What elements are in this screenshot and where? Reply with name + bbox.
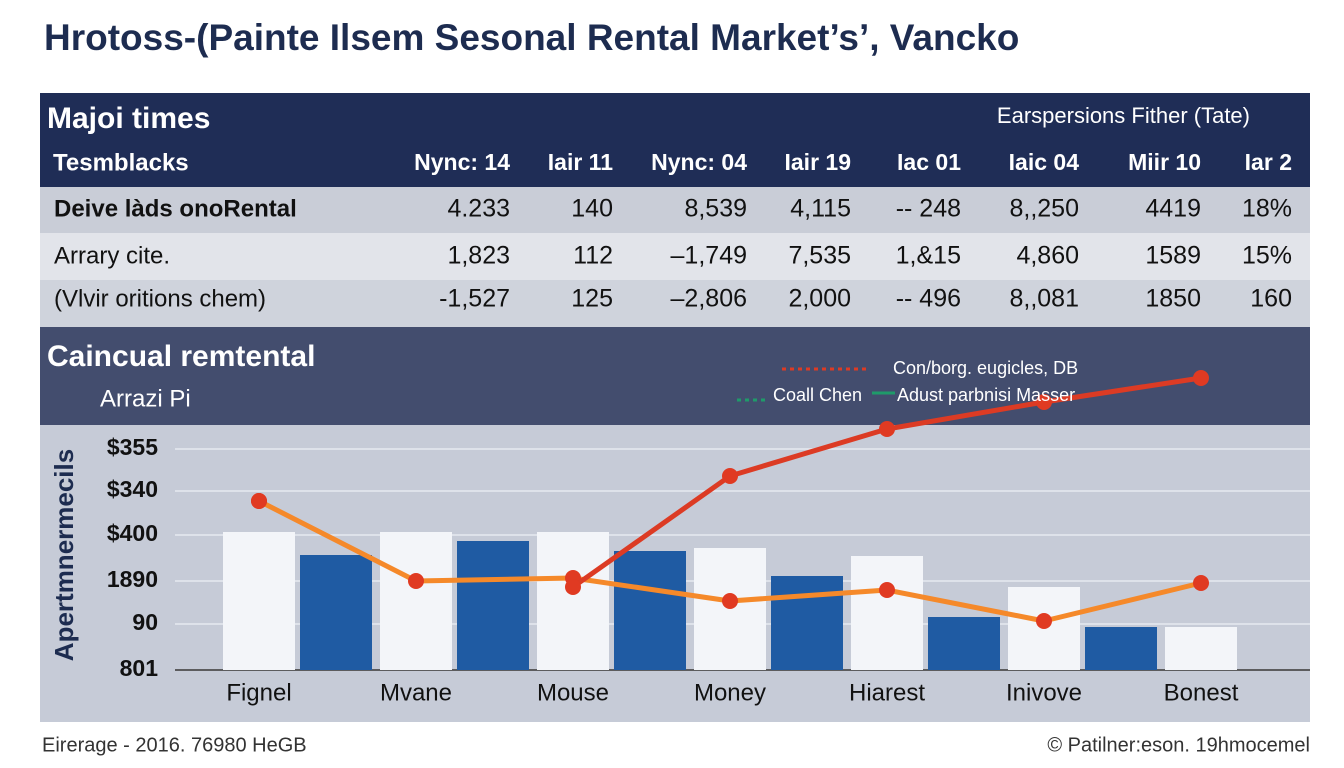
- cell: 8,,250: [1009, 195, 1079, 223]
- x-tick-label: Fignel: [226, 679, 291, 706]
- chart-title: Caincual remtental: [47, 340, 315, 373]
- cell: 4,860: [1016, 242, 1079, 270]
- chart-subtitle: Arrazi Pi: [100, 385, 191, 412]
- cell: -1,527: [439, 285, 510, 313]
- row-label: Deive làds onoRental: [54, 195, 297, 222]
- cell: 8,,081: [1009, 285, 1079, 313]
- table-title: Majoi times: [47, 102, 210, 135]
- column-header: Nync: 14: [414, 149, 510, 175]
- x-tick-label: Money: [694, 679, 766, 706]
- column-header: Miir 10: [1128, 149, 1201, 175]
- row-bg: [40, 280, 1310, 327]
- column-header: Nync: 04: [651, 149, 747, 175]
- legend-label: Con/borg. eugicles, DB: [893, 358, 1078, 378]
- bar: [928, 617, 1000, 670]
- cell: 1,823: [447, 242, 510, 270]
- bar: [537, 532, 609, 670]
- y-tick-label: $340: [107, 476, 158, 502]
- cell: 1589: [1145, 242, 1201, 270]
- bar: [614, 551, 686, 670]
- legend-label: Adust parbnisi Masser: [897, 385, 1075, 405]
- y-tick-label: 1890: [107, 566, 158, 592]
- column-header: Iar 2: [1245, 149, 1292, 175]
- page-title: Hrotoss-(Painte Ilsem Sesonal Rental Mar…: [44, 17, 1019, 58]
- cell: 125: [571, 285, 613, 313]
- line-marker: [251, 493, 267, 509]
- bar: [380, 532, 452, 670]
- cell: 4.233: [447, 195, 510, 223]
- column-header: Iair 19: [785, 149, 852, 175]
- y-axis-title: Apertmnermecils: [49, 449, 79, 661]
- x-tick-label: Mvane: [380, 679, 452, 706]
- line-marker: [879, 582, 895, 598]
- cell: 160: [1250, 285, 1292, 313]
- x-tick-label: Hiarest: [849, 679, 925, 706]
- footer-left: Eirerage ‑ 2016. 76980 HeGB: [42, 734, 307, 756]
- line-marker: [565, 579, 581, 595]
- chart-band: [40, 327, 1310, 425]
- cell: 112: [573, 242, 613, 270]
- line-marker: [722, 468, 738, 484]
- x-tick-label: Bonest: [1164, 679, 1239, 706]
- y-tick-label: 801: [120, 655, 159, 681]
- cell: 8,539: [684, 195, 747, 223]
- column-header: Iac 01: [897, 149, 961, 175]
- cell: 1850: [1145, 285, 1201, 313]
- bar: [457, 541, 529, 670]
- row-label: Arrary cite.: [54, 242, 170, 269]
- cell: 4,115: [790, 195, 851, 223]
- line-marker: [1193, 575, 1209, 591]
- y-tick-label: 90: [132, 609, 158, 635]
- cell: –2,806: [671, 285, 747, 313]
- table-note: Earspersions Fither (Tate): [997, 103, 1250, 128]
- cell: 1,&15: [896, 242, 961, 270]
- line-marker: [1193, 370, 1209, 386]
- row-label: (Vlvir oritions chem): [54, 285, 266, 312]
- bar: [851, 556, 923, 670]
- x-tick-label: Mouse: [537, 679, 609, 706]
- bar: [223, 532, 295, 670]
- x-tick-label: Inivove: [1006, 679, 1082, 706]
- bar: [300, 555, 372, 670]
- cell: 140: [571, 195, 613, 223]
- cell: 7,535: [788, 242, 851, 270]
- y-tick-label: $355: [107, 434, 158, 460]
- bar: [1085, 627, 1157, 670]
- table-header-bg: [40, 93, 1310, 187]
- column-header: Iaic 04: [1009, 149, 1080, 175]
- row-header: Tesmblacks: [53, 149, 189, 176]
- legend-label: Coall Chen: [773, 385, 862, 405]
- cell: 2,000: [788, 285, 851, 313]
- line-marker: [408, 573, 424, 589]
- row-bg: [40, 187, 1310, 233]
- footer-right: © Patilner:eson. 19hmocemel: [1047, 734, 1310, 756]
- line-marker: [1036, 394, 1052, 410]
- line-marker: [879, 421, 895, 437]
- cell: 15%: [1242, 242, 1292, 270]
- y-tick-label: $400: [107, 520, 158, 546]
- line-marker: [722, 593, 738, 609]
- cell: -- 248: [896, 195, 961, 223]
- row-bg: [40, 233, 1310, 280]
- column-header: Iair 11: [548, 149, 613, 175]
- cell: –1,749: [671, 242, 747, 270]
- cell: 4419: [1145, 195, 1201, 223]
- bar: [1165, 627, 1237, 670]
- cell: -- 496: [896, 285, 961, 313]
- line-marker: [1036, 613, 1052, 629]
- bar: [771, 576, 843, 670]
- cell: 18%: [1242, 195, 1292, 223]
